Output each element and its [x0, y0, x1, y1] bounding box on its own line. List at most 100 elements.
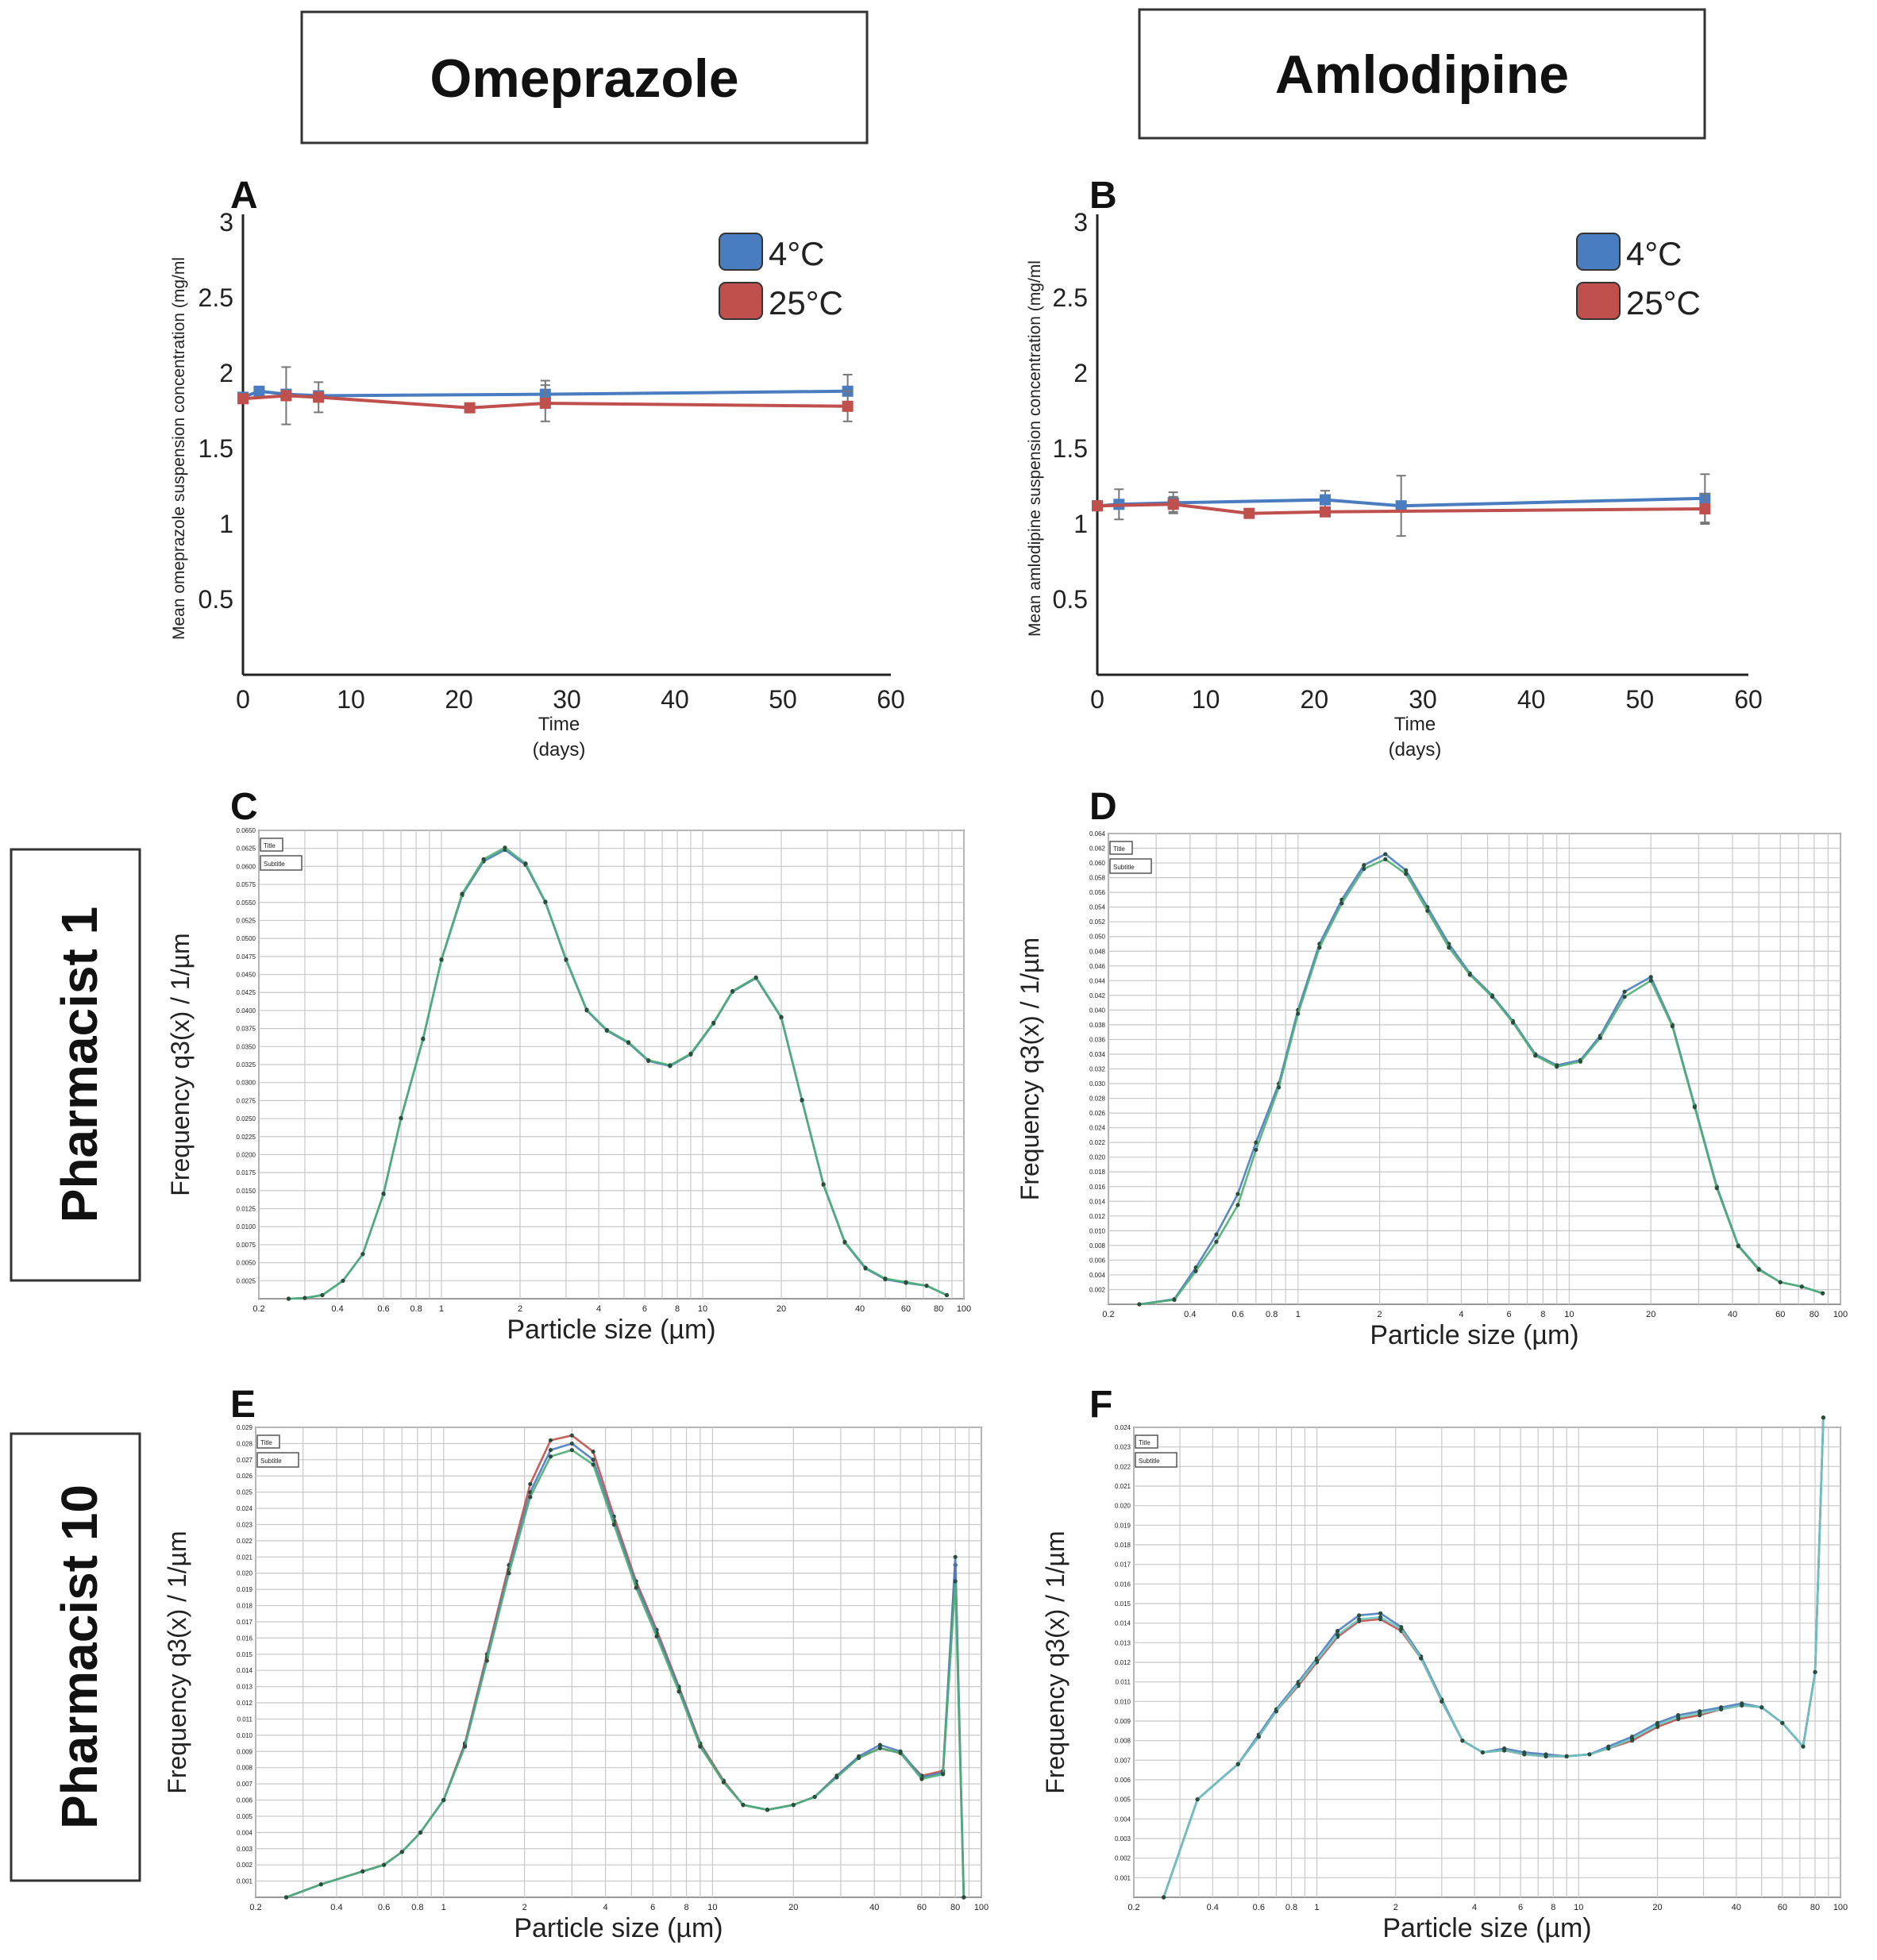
- x-tick-label: 6: [642, 1304, 647, 1314]
- x-tick-label: 20: [1646, 1310, 1655, 1319]
- distribution-point: [548, 1438, 553, 1442]
- y-tick-label: 0.0450: [237, 972, 256, 979]
- y-tick-label: 0.014: [1089, 1198, 1106, 1205]
- y-tick-label: 0.0575: [237, 881, 256, 888]
- y-tick-label: 0.0225: [237, 1134, 256, 1141]
- distribution-point: [1383, 852, 1388, 857]
- distribution-point: [1780, 1720, 1785, 1726]
- x-tick-label: 2: [518, 1304, 522, 1314]
- y-tick-label: 0.015: [1115, 1600, 1131, 1608]
- distribution-point: [591, 1450, 595, 1454]
- x-tick-label: 20: [777, 1304, 786, 1314]
- y-tick-label: 0.016: [1115, 1581, 1131, 1588]
- x-tick-label: 100: [1833, 1310, 1848, 1319]
- x-tick-label: 1: [441, 1903, 446, 1912]
- distribution-point: [1317, 945, 1322, 950]
- distribution-point: [1277, 1085, 1282, 1090]
- y-tick-label: 0.002: [1089, 1286, 1106, 1293]
- y-tick-label: 0.0600: [237, 863, 256, 870]
- x-tick-label: 80: [934, 1304, 943, 1314]
- x-tick-label: 50: [1626, 685, 1655, 714]
- distribution-point: [1564, 1754, 1569, 1758]
- distribution-point: [1480, 1750, 1485, 1755]
- y-axis-label: Frequency q3(x) / 1/µm: [1041, 1531, 1070, 1793]
- distribution-point: [1587, 1752, 1592, 1757]
- distribution-point: [1172, 1297, 1177, 1303]
- y-tick-label: 0.034: [1089, 1051, 1106, 1058]
- x-tick-label: 2: [522, 1903, 527, 1912]
- y-tick-label: 0.023: [1115, 1444, 1131, 1451]
- distribution-point: [1756, 1267, 1761, 1273]
- y-tick-label: 0.052: [1089, 918, 1106, 926]
- data-point: [539, 398, 551, 409]
- distribution-point: [765, 1808, 770, 1812]
- x-tick-label: 4: [1459, 1310, 1463, 1319]
- distribution-point: [286, 1296, 291, 1301]
- distribution-point: [800, 1097, 804, 1103]
- x-axis-label: Particle size (µm): [1370, 1320, 1578, 1350]
- x-tick-label: 0.2: [1127, 1903, 1139, 1912]
- x-tick-label: 50: [769, 685, 797, 714]
- legend-swatch: [1576, 233, 1621, 271]
- distribution-point: [1778, 1280, 1783, 1284]
- x-tick-label: 60: [1775, 1310, 1785, 1319]
- panel-c: C 0.0025 0.0050 0.0075 0.0100 0.0125 0.0150 0.0…: [166, 786, 971, 1345]
- panel-a: A 0 10 20 30 40 50 60 0.5 1 1.5 2 2.5 3 Time (days) Mean…: [170, 175, 905, 761]
- y-tick-label: 0.0550: [237, 899, 256, 907]
- y-tick-label: 0.0075: [237, 1242, 256, 1249]
- legend-stub-box: [256, 1434, 280, 1449]
- pharmacist-1-label: Pharmacist 1: [51, 907, 108, 1223]
- pharmacist-10-label: Pharmacist 10: [51, 1484, 108, 1829]
- x-tick-label: 0.6: [1253, 1903, 1265, 1912]
- x-tick-label: 8: [675, 1304, 680, 1314]
- legend-label: 25°C: [1626, 284, 1701, 322]
- distribution-point: [1736, 1244, 1740, 1249]
- distribution-point: [1676, 1715, 1681, 1719]
- distribution-point: [1214, 1232, 1219, 1237]
- data-point: [1167, 499, 1179, 510]
- y-tick-label: 0.040: [1089, 1007, 1106, 1014]
- distribution-point: [360, 1869, 365, 1873]
- y-tick-label: 0.003: [1115, 1835, 1131, 1843]
- y-tick-label: 0.026: [1089, 1110, 1106, 1117]
- y-tick-label: 0.0325: [237, 1061, 256, 1069]
- panel-b: B 0 10 20 30 40 50 60 0.5 1 1.5 2 2.5 3 Time (days) Mean…: [1026, 175, 1763, 761]
- distribution-point: [1670, 1024, 1675, 1029]
- y-tick-label: 0.048: [1089, 948, 1106, 955]
- distribution-point: [548, 1447, 553, 1453]
- pharmacist-10-box: Pharmacist 10: [10, 1432, 141, 1882]
- legend-stub-box: [1109, 858, 1152, 874]
- x-tick-label: 6: [1507, 1310, 1512, 1319]
- distribution-point: [953, 1554, 958, 1559]
- distribution-point: [791, 1803, 796, 1808]
- y-tick-label: 1: [219, 510, 233, 538]
- y-tick-label: 0.007: [1115, 1757, 1131, 1764]
- plot-area: [255, 1427, 982, 1898]
- x-tick-label: 10: [1564, 1310, 1574, 1319]
- x-tick-label: 60: [917, 1903, 927, 1912]
- distribution-point: [441, 1797, 446, 1803]
- legend-label: 4°C: [1626, 235, 1682, 272]
- y-tick-label: 3: [219, 208, 233, 237]
- y-tick-label: 0.013: [237, 1684, 253, 1691]
- x-tick-label: 0: [236, 685, 250, 714]
- y-tick-label: 0.004: [237, 1829, 253, 1836]
- distribution-point: [1598, 1035, 1602, 1041]
- y-tick-label: 0.0400: [237, 1007, 256, 1015]
- y-tick-label: 0.021: [1115, 1483, 1131, 1490]
- distribution-point: [1460, 1739, 1465, 1743]
- data-point: [842, 400, 854, 412]
- distribution-point: [528, 1495, 533, 1500]
- distribution-point: [898, 1750, 903, 1755]
- distribution-point: [1235, 1762, 1240, 1766]
- distribution-point: [1447, 945, 1451, 950]
- y-tick-label: 0.0050: [237, 1260, 256, 1267]
- distribution-point: [418, 1830, 423, 1835]
- x-tick-label: 0.4: [1207, 1903, 1219, 1912]
- distribution-point: [1490, 995, 1494, 999]
- distribution-point: [1419, 1656, 1424, 1661]
- data-point: [464, 402, 476, 414]
- y-tick-label: 0.011: [1116, 1679, 1131, 1686]
- legend-swatch: [1576, 282, 1621, 320]
- y-tick-label: 1: [1073, 510, 1088, 538]
